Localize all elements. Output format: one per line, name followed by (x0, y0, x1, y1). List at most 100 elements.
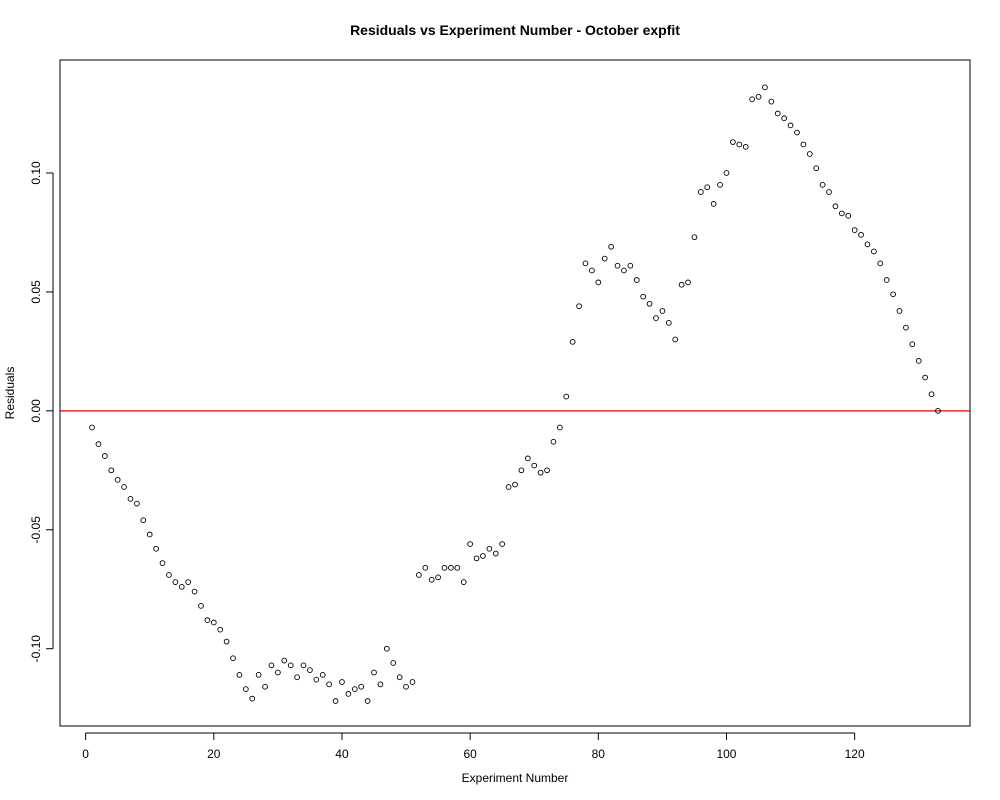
data-point (634, 278, 639, 283)
data-point (461, 580, 466, 585)
data-point (231, 656, 236, 661)
data-point (365, 699, 370, 704)
data-point (224, 639, 229, 644)
data-point (295, 675, 300, 680)
data-point (442, 565, 447, 570)
data-point (628, 263, 633, 268)
data-point (160, 561, 165, 566)
data-point (564, 394, 569, 399)
plot-frame (60, 60, 970, 726)
y-tick-label: 0.10 (29, 161, 43, 185)
data-point (865, 242, 870, 247)
data-point (673, 337, 678, 342)
data-point (814, 166, 819, 171)
data-point (839, 211, 844, 216)
data-point (551, 439, 556, 444)
data-point (481, 554, 486, 559)
data-point (698, 190, 703, 195)
data-point (820, 182, 825, 187)
y-tick-label: -0.10 (29, 635, 43, 663)
y-axis: -0.10 -0.05 0.00 0.05 0.10 (29, 161, 53, 662)
data-point (827, 190, 832, 195)
data-point (179, 584, 184, 589)
data-point (333, 699, 338, 704)
data-point (859, 232, 864, 237)
data-point (288, 663, 293, 668)
data-point (186, 580, 191, 585)
data-point (109, 468, 114, 473)
data-point (397, 675, 402, 680)
data-point (173, 580, 178, 585)
data-point (763, 85, 768, 90)
data-point (416, 573, 421, 578)
data-point (135, 501, 140, 506)
y-axis-label: Residuals (3, 367, 17, 420)
data-point (378, 682, 383, 687)
x-tick-label: 80 (592, 747, 606, 761)
data-point (314, 677, 319, 682)
data-point (846, 213, 851, 218)
data-point (769, 99, 774, 104)
data-point (647, 301, 652, 306)
data-point (788, 123, 793, 128)
data-point (282, 658, 287, 663)
data-point (359, 684, 364, 689)
data-point (660, 309, 665, 314)
x-tick-label: 120 (845, 747, 865, 761)
data-point (340, 680, 345, 685)
data-point (884, 278, 889, 283)
data-point (737, 142, 742, 147)
data-point (878, 261, 883, 266)
data-point (852, 228, 857, 233)
data-point (410, 680, 415, 685)
data-point (532, 463, 537, 468)
data-point (250, 696, 255, 701)
y-tick-label: 0.00 (29, 399, 43, 423)
x-tick-label: 40 (335, 747, 349, 761)
y-tick-label: 0.05 (29, 280, 43, 304)
data-point (141, 518, 146, 523)
data-point (513, 482, 518, 487)
data-point (352, 687, 357, 692)
data-point (910, 342, 915, 347)
data-point (384, 646, 389, 651)
data-point (506, 485, 511, 490)
data-point (128, 496, 133, 501)
data-point (404, 684, 409, 689)
data-point (807, 152, 812, 157)
data-point (269, 663, 274, 668)
data-point (904, 325, 909, 330)
data-point (718, 182, 723, 187)
data-point (711, 202, 716, 207)
data-point (391, 661, 396, 666)
data-point (167, 573, 172, 578)
data-point (263, 684, 268, 689)
data-point (519, 468, 524, 473)
data-point (256, 672, 261, 677)
data-point (724, 171, 729, 176)
data-point (622, 268, 627, 273)
data-point (346, 691, 351, 696)
data-point (237, 672, 242, 677)
data-point (615, 263, 620, 268)
data-point (923, 375, 928, 380)
data-points (90, 85, 941, 703)
x-tick-label: 60 (463, 747, 477, 761)
data-point (455, 565, 460, 570)
data-point (756, 94, 761, 99)
data-point (372, 670, 377, 675)
data-point (577, 304, 582, 309)
data-point (192, 589, 197, 594)
data-point (801, 142, 806, 147)
data-point (211, 620, 216, 625)
data-point (538, 470, 543, 475)
data-point (500, 542, 505, 547)
data-point (916, 358, 921, 363)
x-axis: 0 20 40 60 80 100 120 (82, 733, 865, 761)
data-point (474, 556, 479, 561)
data-point (429, 577, 434, 582)
data-point (782, 116, 787, 121)
data-point (557, 425, 562, 430)
data-point (641, 294, 646, 299)
